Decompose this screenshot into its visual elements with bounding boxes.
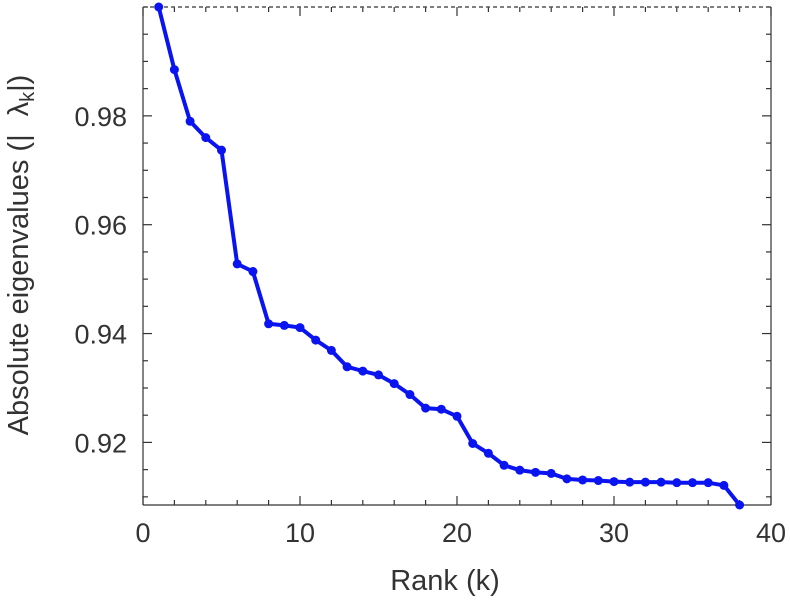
- data-point: [201, 133, 211, 143]
- data-point: [468, 438, 478, 448]
- data-point: [703, 478, 713, 488]
- data-point: [531, 467, 540, 477]
- data-point: [483, 448, 493, 458]
- data-point: [405, 390, 415, 400]
- y-axis-title-close: |): [3, 75, 35, 92]
- data-point: [342, 362, 352, 372]
- data-series: [154, 2, 745, 510]
- tick-labels: 0 10 20 30 40 0.92 0.94 0.96 0.98: [74, 102, 786, 548]
- x-tick-label: 30: [599, 518, 629, 548]
- data-point: [562, 474, 572, 484]
- data-point: [625, 477, 635, 487]
- y-axis-title: Absolute eigenvalues (| λk|): [3, 75, 39, 436]
- series-line: [156, 5, 742, 507]
- data-point: [279, 320, 289, 330]
- data-point: [264, 319, 274, 329]
- data-point: [295, 323, 305, 333]
- data-point: [311, 335, 321, 345]
- data-point: [546, 468, 556, 478]
- data-point: [185, 116, 195, 126]
- data-point: [217, 145, 226, 155]
- data-point: [688, 478, 697, 488]
- data-point: [421, 403, 431, 413]
- data-point: [452, 411, 462, 421]
- x-tick-label: 10: [285, 518, 315, 548]
- x-axis-title: Rank (k): [390, 565, 500, 597]
- data-point: [656, 477, 666, 487]
- data-point: [640, 477, 650, 487]
- data-point: [326, 345, 336, 355]
- data-point: [593, 476, 603, 486]
- data-point: [672, 478, 682, 488]
- y-axis-title-subscript: k: [17, 91, 39, 102]
- y-axis-title-symbol: λ: [3, 101, 35, 116]
- y-axis-title-main: Absolute eigenvalues (|: [3, 134, 35, 435]
- x-tick-label: 40: [756, 518, 786, 548]
- data-point: [358, 366, 368, 376]
- x-tick-label: 20: [442, 518, 472, 548]
- x-tick-label: 0: [135, 518, 150, 548]
- data-point: [436, 404, 446, 414]
- plot-frame: [142, 6, 772, 506]
- data-point: [169, 65, 179, 75]
- data-point: [499, 460, 509, 470]
- data-point: [578, 475, 588, 485]
- data-point: [154, 2, 164, 12]
- y-tick-label: 0.98: [74, 102, 127, 132]
- data-point: [232, 259, 242, 269]
- data-point: [719, 480, 729, 490]
- data-point: [389, 379, 399, 389]
- data-point: [248, 267, 258, 277]
- data-point: [374, 370, 383, 380]
- y-tick-label: 0.94: [74, 320, 127, 350]
- data-point: [609, 477, 619, 487]
- data-point: [515, 465, 525, 475]
- data-point: [735, 500, 745, 510]
- y-tick-label: 0.96: [74, 211, 127, 241]
- y-tick-label: 0.92: [74, 428, 127, 458]
